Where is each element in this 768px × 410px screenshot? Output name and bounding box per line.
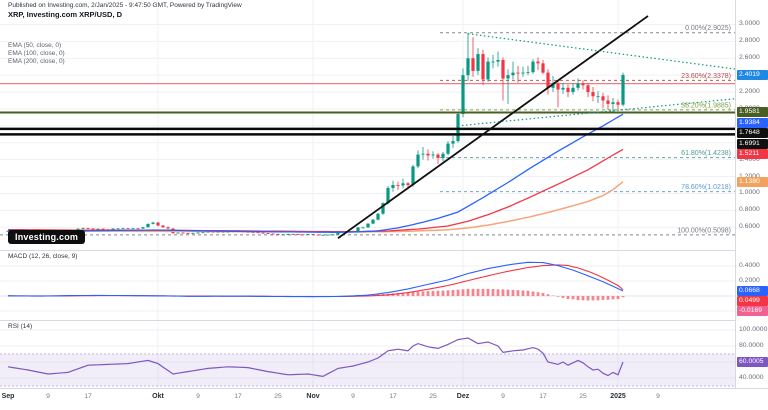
symbol-title: XRP, Investing.com XRP/USD, D (8, 10, 123, 19)
rsi-band (0, 354, 735, 386)
publication-line: Published on Investing.com, 2/Jan/2025 -… (8, 2, 242, 9)
price-badge: 2.4019 (737, 69, 768, 80)
time-label: Sep (1, 393, 15, 400)
legend-ema100[interactable]: EMA (100, close, 0) (8, 50, 65, 57)
price-badge: 1.5211 (737, 149, 768, 160)
legend-ema50[interactable]: EMA (50, close, 0) (8, 42, 62, 49)
price-axis-label: 2.8000 (739, 37, 760, 45)
rsi-panel[interactable] (0, 320, 735, 388)
price-badge: 1.6991 (737, 138, 768, 149)
price-badge: 1.7648 (737, 128, 768, 139)
time-axis[interactable]: Sep 9 17 Okt 9 17 25 Nov 9 17 25 Dez 9 17 25 2025 9 (0, 388, 768, 410)
macd-label[interactable]: MACD (12, 26, close, 9) (8, 253, 78, 260)
time-label: 17 (539, 393, 547, 400)
macd-histogram (6, 288, 625, 301)
macd-value-badge: 0.0668 (737, 285, 768, 296)
triangle-upper-line[interactable] (467, 33, 735, 70)
indicator-legend: EMA (50, close, 0) EMA (100, close, 0) E… (8, 42, 65, 66)
macd-value-badge: 0.0499 (737, 295, 768, 306)
time-label: 2025 (610, 393, 626, 400)
price-axis-label: 3.0000 (739, 20, 760, 28)
ema50-line (7, 113, 624, 233)
time-label: 25 (429, 393, 437, 400)
price-badge: 1.9384 (737, 117, 768, 128)
panel-separator-rsi (0, 320, 768, 321)
price-badge: 1.9581 (737, 107, 768, 118)
macd-line (7, 261, 624, 298)
panel-separator-macd (0, 250, 768, 251)
price-badge: 1.1380 (737, 176, 768, 187)
fib-level-label: 100.00%(0.5098) (677, 227, 731, 234)
time-label: 17 (389, 393, 397, 400)
time-label: 9 (501, 393, 505, 400)
macd-value-badge: -0.0169 (737, 305, 768, 316)
time-label: 25 (579, 393, 587, 400)
price-axis-label: 2.2000 (739, 88, 760, 96)
price-axis-label: 2.6000 (739, 54, 760, 62)
candlestick-series (6, 32, 625, 236)
rsi-label[interactable]: RSI (14) (8, 323, 33, 330)
time-label: Dez (456, 393, 470, 400)
ema100-line (8, 148, 624, 233)
trend-line[interactable] (337, 15, 649, 239)
fib-level-label: 78.60%(1.0218) (681, 184, 731, 191)
price-axis[interactable]: 3.00002.80002.60002.40002.20002.00001.80… (735, 0, 768, 388)
price-axis-label: 1.4000 (739, 155, 760, 163)
macd-axis-label: 0.2000 (739, 277, 760, 284)
time-label: Nov (306, 393, 320, 400)
macd-panel[interactable] (0, 250, 735, 320)
rsi-line (7, 337, 624, 378)
time-label: 9 (351, 393, 355, 400)
fib-level-label: 23.60%(2.3378) (681, 73, 731, 80)
macd-grid (0, 250, 735, 320)
time-label: 17 (84, 393, 92, 400)
rsi-axis-label: 100.0000 (739, 326, 768, 333)
time-label: 17 (234, 393, 242, 400)
rsi-axis-label: 80.0000 (739, 342, 764, 349)
fib-level-label: 0.00%(2.9025) (685, 25, 731, 32)
fib-retracement-labels: 0.00%(2.9025) 23.60%(2.3378) 38.20%(1.9885… (677, 25, 731, 234)
rsi-axis-label: 40.0000 (739, 374, 764, 381)
main-grid (0, 0, 735, 250)
time-label: 9 (196, 393, 200, 400)
investing-logo: Investing.com (8, 230, 86, 244)
price-axis-label: 1.0000 (739, 189, 760, 197)
price-axis-label: 1.2000 (739, 173, 760, 180)
time-label: 9 (46, 393, 50, 400)
fib-level-label: 61.80%(1.4238) (681, 150, 731, 157)
price-axis-label: 0.6000 (739, 223, 760, 231)
rsi-value-badge: 60.0005 (737, 356, 768, 367)
macd-axis-label: 0.4000 (739, 262, 760, 269)
time-label: 9 (656, 393, 660, 400)
legend-ema200[interactable]: EMA (200, close, 0) (8, 58, 65, 65)
main-price-chart[interactable]: 0.00%(2.9025) 23.60%(2.3378) 38.20%(1.9885… (0, 0, 735, 250)
ema200-line (8, 181, 624, 233)
time-label: 25 (274, 393, 282, 400)
fib-retracement-lines (0, 32, 735, 236)
time-label: Okt (152, 393, 164, 400)
price-axis-label: 0.8000 (739, 206, 760, 214)
fib-level-label: 38.20%(1.9885) (681, 102, 731, 109)
